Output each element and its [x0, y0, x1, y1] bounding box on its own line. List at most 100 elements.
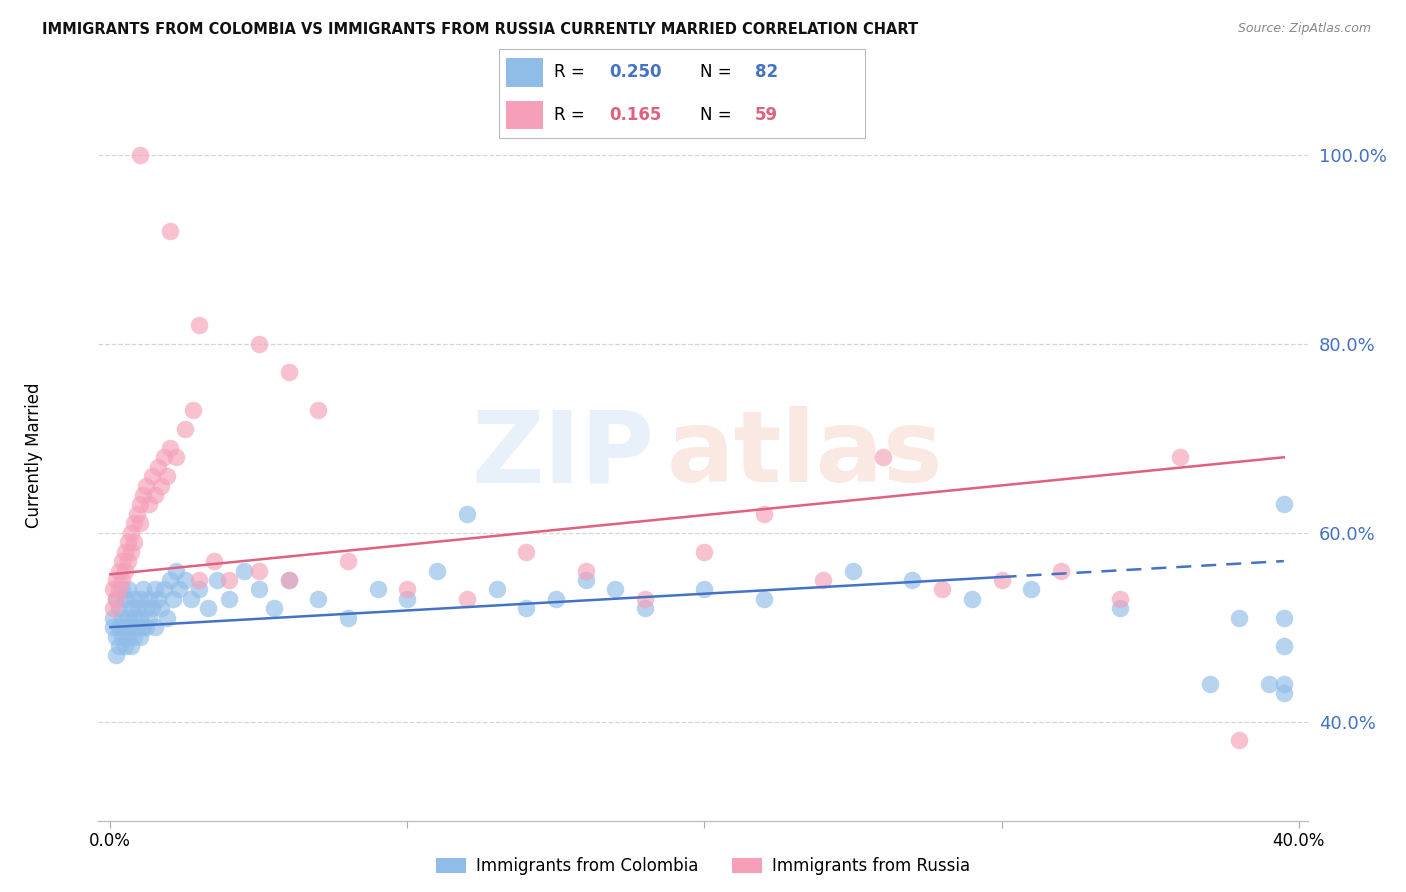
Point: [575, 573, 598, 587]
Point: [173, 573, 195, 587]
Point: [103, 620, 125, 634]
Point: [188, 318, 211, 333]
Point: [307, 403, 329, 417]
Point: [1272, 611, 1295, 625]
Point: [515, 544, 537, 558]
Point: [152, 582, 174, 597]
Point: [159, 573, 181, 587]
Point: [114, 591, 136, 606]
Point: [1168, 450, 1191, 465]
Point: [634, 591, 657, 606]
Text: Source: ZipAtlas.com: Source: ZipAtlas.com: [1237, 22, 1371, 36]
Point: [990, 573, 1012, 587]
Point: [149, 601, 172, 615]
Point: [931, 582, 953, 597]
Text: IMMIGRANTS FROM COLOMBIA VS IMMIGRANTS FROM RUSSIA CURRENTLY MARRIED CORRELATION: IMMIGRANTS FROM COLOMBIA VS IMMIGRANTS F…: [42, 22, 918, 37]
Point: [132, 488, 155, 502]
Point: [122, 516, 145, 531]
Point: [108, 564, 131, 578]
Point: [138, 611, 160, 625]
Point: [1272, 498, 1295, 512]
Point: [125, 507, 148, 521]
Point: [156, 469, 179, 483]
Point: [135, 478, 157, 492]
Bar: [506, 101, 543, 129]
Point: [117, 630, 139, 644]
Point: [135, 620, 157, 634]
Point: [156, 611, 179, 625]
Point: [138, 498, 160, 512]
Point: [1258, 677, 1281, 691]
Point: [1109, 591, 1132, 606]
Point: [336, 611, 359, 625]
Point: [159, 441, 181, 455]
Point: [129, 516, 152, 531]
Point: [108, 601, 131, 615]
Point: [485, 582, 508, 597]
Point: [693, 544, 716, 558]
Y-axis label: Currently Married: Currently Married: [25, 382, 42, 528]
Point: [117, 554, 139, 568]
Point: [152, 450, 174, 465]
Point: [162, 591, 184, 606]
Point: [456, 591, 478, 606]
Point: [277, 365, 299, 379]
Point: [120, 620, 142, 634]
Point: [167, 582, 190, 597]
Point: [141, 469, 163, 483]
Legend: Immigrants from Colombia, Immigrants from Russia: Immigrants from Colombia, Immigrants fro…: [429, 850, 977, 882]
Point: [111, 573, 134, 587]
Text: R =: R =: [554, 106, 585, 124]
Point: [138, 591, 160, 606]
Point: [307, 591, 329, 606]
Point: [111, 582, 134, 597]
Point: [108, 620, 131, 634]
Point: [367, 582, 389, 597]
Point: [1272, 677, 1295, 691]
Point: [207, 573, 229, 587]
Point: [1198, 677, 1220, 691]
Point: [842, 564, 865, 578]
Point: [105, 573, 128, 587]
Point: [105, 591, 128, 606]
Point: [125, 620, 148, 634]
Point: [165, 450, 187, 465]
Point: [117, 611, 139, 625]
Point: [103, 601, 125, 615]
Point: [1227, 611, 1250, 625]
Point: [233, 564, 256, 578]
Point: [752, 507, 775, 521]
Point: [544, 591, 567, 606]
Point: [1050, 564, 1073, 578]
Text: 82: 82: [755, 63, 778, 81]
Point: [146, 459, 169, 474]
Point: [872, 450, 894, 465]
Point: [132, 582, 155, 597]
Point: [456, 507, 478, 521]
Text: ZIP: ZIP: [472, 407, 655, 503]
Text: N =: N =: [700, 106, 731, 124]
Point: [515, 601, 537, 615]
Point: [105, 591, 128, 606]
Point: [143, 582, 166, 597]
Point: [129, 591, 152, 606]
Point: [129, 498, 152, 512]
Point: [165, 564, 187, 578]
Point: [114, 544, 136, 558]
Point: [1109, 601, 1132, 615]
Point: [120, 601, 142, 615]
Point: [125, 601, 148, 615]
Point: [277, 573, 299, 587]
Point: [141, 601, 163, 615]
Point: [111, 630, 134, 644]
Point: [129, 630, 152, 644]
Point: [1272, 639, 1295, 653]
Point: [693, 582, 716, 597]
Text: atlas: atlas: [666, 407, 943, 503]
Point: [1227, 733, 1250, 747]
Point: [180, 591, 202, 606]
Point: [103, 582, 125, 597]
Point: [1272, 686, 1295, 700]
Text: R =: R =: [554, 63, 585, 81]
Point: [108, 582, 131, 597]
